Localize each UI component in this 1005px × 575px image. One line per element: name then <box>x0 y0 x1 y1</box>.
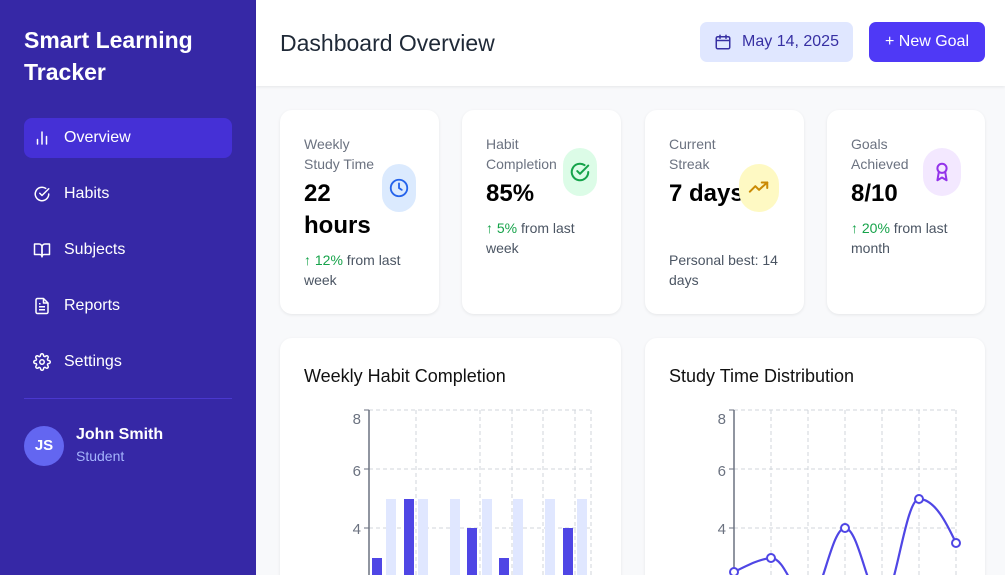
clock-icon <box>389 178 409 198</box>
sidebar-nav: Overview Habits Subjects Reports Setting… <box>24 118 232 398</box>
user-profile[interactable]: JS John Smith Student <box>24 425 163 466</box>
y-tick-4: 4 <box>718 521 726 538</box>
sidebar-item-settings[interactable]: Settings <box>24 342 232 382</box>
sidebar-item-habits[interactable]: Habits <box>24 174 232 214</box>
chart-title: Weekly Habit Completion <box>304 366 506 386</box>
change-text: from last week <box>304 252 401 288</box>
stat-label: Habit Completion <box>486 136 557 172</box>
stat-card-current-streak: Current Streak 7 days Personal best: 14 … <box>645 110 804 314</box>
stat-change: ↑ 20% from last month <box>851 218 966 258</box>
study-chart-card: Study Time Distribution 8 6 4 <box>645 338 985 575</box>
new-goal-button[interactable]: + New Goal <box>869 22 985 62</box>
user-name: John Smith <box>76 426 164 443</box>
date-picker-button[interactable]: May 14, 2025 <box>700 22 853 62</box>
stat-subtext: Personal best: 14 days <box>669 252 778 288</box>
stat-label: Goals Achieved <box>851 136 909 172</box>
chart-title: Study Time Distribution <box>669 366 855 386</box>
stat-icon-badge <box>923 148 961 196</box>
check-circle-icon <box>34 186 50 202</box>
y-tick-8: 8 <box>718 411 726 428</box>
stat-card-study-time: Weekly Study Time 22 hours ↑ 12% from la… <box>280 110 439 314</box>
sidebar-item-reports[interactable]: Reports <box>24 286 232 326</box>
completed-bars <box>372 499 573 575</box>
page-title: Dashboard Overview <box>280 30 495 56</box>
habit-chart-card: Weekly Habit Completion 8 6 4 <box>280 338 621 575</box>
habit-bar-chart: 8 6 4 <box>353 409 592 575</box>
stat-value: 22 hours <box>304 180 371 239</box>
y-tick-6: 6 <box>353 463 361 480</box>
target-bars <box>386 499 587 575</box>
stat-label: Weekly Study Time <box>304 136 375 172</box>
trending-up-icon <box>748 181 769 193</box>
stat-value: 85% <box>486 180 535 207</box>
y-tick-6: 6 <box>718 463 726 480</box>
file-text-icon <box>35 297 49 315</box>
sidebar: Smart Learning Tracker Overview Habits S… <box>0 0 256 575</box>
calendar-icon <box>715 34 731 50</box>
stat-label: Current Streak <box>669 136 716 172</box>
stat-change: ↑ 5% from last week <box>486 218 601 258</box>
stat-card-habit-completion: Habit Completion 85% ↑ 5% from last week <box>462 110 621 314</box>
sidebar-item-label: Subjects <box>64 241 126 258</box>
stat-value: 8/10 <box>851 180 898 207</box>
change-percent: ↑ 20% <box>851 220 890 236</box>
app-brand: Smart Learning Tracker <box>24 27 193 85</box>
y-tick-8: 8 <box>353 411 361 428</box>
bar-chart-icon <box>36 131 48 145</box>
check-circle-icon <box>570 162 590 182</box>
y-tick-4: 4 <box>353 521 361 538</box>
sidebar-item-overview[interactable]: Overview <box>24 118 232 158</box>
study-points <box>729 494 961 575</box>
sidebar-item-label: Reports <box>64 297 121 314</box>
stat-card-goals-achieved: Goals Achieved 8/10 ↑ 20% from last mont… <box>827 110 985 314</box>
sidebar-item-subjects[interactable]: Subjects <box>24 230 232 270</box>
book-open-icon <box>33 243 51 258</box>
sidebar-item-label: Settings <box>64 353 122 370</box>
sidebar-item-label: Overview <box>64 129 131 146</box>
gear-icon <box>33 353 51 371</box>
change-text: from last month <box>851 220 948 256</box>
sidebar-item-label: Habits <box>64 185 110 202</box>
award-icon <box>936 162 948 182</box>
change-text: from last week <box>486 220 575 256</box>
user-role: Student <box>76 448 125 464</box>
header: Dashboard Overview May 14, 2025 + New Go… <box>256 0 1005 86</box>
study-line-chart: 8 6 4 <box>718 409 961 575</box>
sidebar-divider <box>24 398 232 399</box>
stat-change: ↑ 12% from last week <box>304 250 419 290</box>
stat-icon-badge <box>563 148 597 196</box>
stat-icon-badge <box>739 164 779 212</box>
change-percent: ↑ 5% <box>486 220 518 236</box>
date-label: May 14, 2025 <box>742 33 839 50</box>
change-percent: ↑ 12% <box>304 252 343 268</box>
stat-value: 7 days <box>669 180 744 207</box>
stat-icon-badge <box>382 164 416 212</box>
avatar: JS <box>24 425 64 466</box>
